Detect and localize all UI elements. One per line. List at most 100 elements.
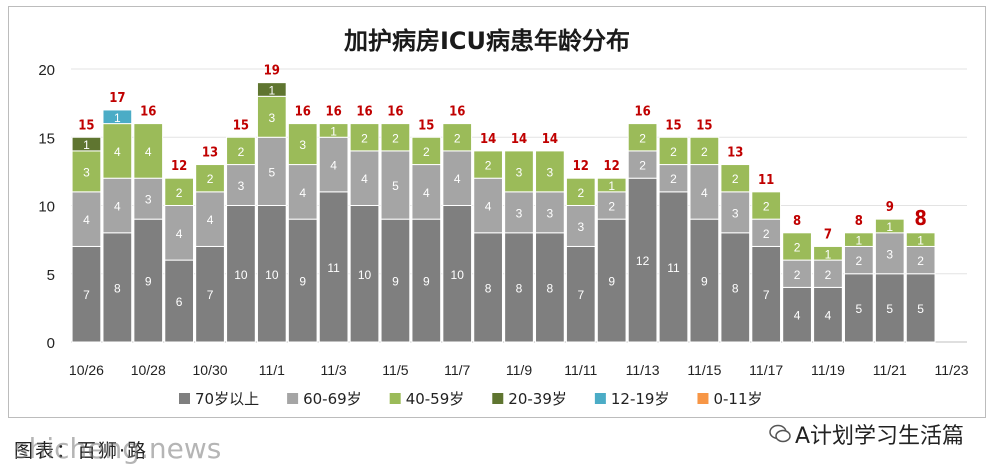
bar-segment (318, 123, 349, 138)
data-label: 11 (327, 261, 340, 275)
data-label: 4 (825, 309, 832, 323)
legend-swatch (179, 393, 190, 404)
bar-segment (874, 273, 905, 343)
y-axis-labels: 0 5 10 15 20 (38, 62, 55, 352)
bar-segment (411, 218, 442, 343)
x-tick-label: 11/1 (259, 362, 285, 378)
data-label: 6 (176, 295, 183, 309)
chart-credit: 图表：百狮·路 (14, 440, 149, 462)
total-label: 12 (604, 159, 620, 174)
bar-segment (658, 164, 689, 193)
data-label: 2 (207, 172, 214, 186)
data-label: 9 (701, 275, 708, 289)
total-label: 15 (665, 118, 681, 133)
data-label: 7 (83, 288, 90, 302)
bar-segment (380, 150, 411, 220)
total-label: 15 (696, 118, 712, 133)
total-label: 15 (233, 118, 249, 133)
data-label: 9 (392, 275, 399, 289)
bar-segment (720, 164, 751, 193)
total-label: 7 (824, 227, 832, 242)
data-label: 2 (670, 145, 677, 159)
data-label: 2 (238, 145, 245, 159)
data-label: 1 (114, 111, 121, 125)
bar-segment (813, 259, 843, 288)
legend-label: 40-59岁 (406, 390, 465, 408)
data-label: 4 (299, 186, 306, 200)
y-tick-label: 5 (47, 267, 55, 284)
x-tick-label: 11/11 (564, 362, 597, 378)
legend-label: 0-11岁 (713, 390, 762, 408)
data-label: 5 (856, 302, 863, 316)
data-label: 1 (917, 234, 924, 248)
watermark-text: shicheng.news (14, 432, 222, 465)
bar-segment (195, 164, 225, 193)
legend-swatch (492, 393, 504, 404)
data-label: 7 (763, 288, 770, 302)
bar-segment (380, 218, 411, 343)
legend-swatch (594, 393, 606, 404)
data-label: 8 (732, 281, 739, 295)
data-label: 5 (392, 179, 399, 193)
total-label: 14 (542, 132, 558, 147)
total-label: 12 (573, 159, 589, 174)
x-tick-label: 11/9 (506, 362, 532, 378)
bar-segment (504, 232, 534, 343)
legend-label: 70岁以上 (195, 390, 259, 408)
data-label: 4 (794, 309, 801, 323)
chart-frame: 加护病房ICU病患年龄分布 7 4 3 1 15 8 4 4 1 17 9 3 4 16 6 4 2 12 7 4 2 1… (8, 6, 986, 418)
total-label: 14 (511, 132, 527, 147)
bar-segment (658, 191, 689, 343)
chart-title: 加护病房ICU病患年龄分布 (344, 27, 630, 55)
data-label: 2 (670, 172, 677, 186)
x-tick-label: 10/28 (131, 362, 166, 378)
bar-segment (782, 286, 812, 343)
data-label: 3 (886, 247, 893, 261)
bar-segment (689, 136, 720, 166)
bar-segment (813, 245, 843, 261)
data-label: 4 (454, 172, 461, 186)
bar-segment (226, 205, 256, 343)
data-label: 10 (358, 268, 372, 282)
total-label: 9 (886, 200, 894, 215)
bar-segment (874, 218, 905, 234)
bar-segment (504, 191, 534, 234)
data-label: 2 (732, 172, 739, 186)
x-tick-label: 11/21 (873, 362, 907, 378)
bar-segment (782, 232, 812, 261)
data-label: 2 (794, 268, 801, 282)
bar-segment (349, 205, 380, 343)
total-label: 16 (356, 105, 372, 120)
data-label: 7 (577, 288, 584, 302)
bar-segment (442, 123, 473, 152)
total-label: 11 (758, 173, 774, 188)
data-label: 5 (268, 165, 275, 179)
data-label: 12 (636, 254, 650, 268)
data-label: 3 (238, 179, 245, 193)
x-tick-label: 11/7 (444, 362, 470, 378)
x-tick-label: 10/30 (193, 362, 228, 378)
bar-segment (164, 205, 195, 261)
y-tick-label: 15 (38, 130, 55, 147)
data-label: 10 (265, 268, 279, 282)
data-label: 4 (114, 145, 121, 159)
total-label: 8 (855, 214, 863, 229)
bar-segment (905, 232, 936, 247)
bar-segment (473, 232, 503, 343)
data-label: 2 (763, 200, 770, 214)
total-label: 19 (264, 64, 280, 79)
data-label: 2 (763, 227, 770, 241)
bar-segment (504, 150, 534, 193)
bar-segment (318, 191, 349, 343)
data-label: 2 (856, 254, 863, 268)
bar-segment (720, 232, 751, 343)
total-label: 16 (634, 105, 650, 120)
data-label: 2 (454, 131, 461, 145)
total-label: 17 (109, 91, 125, 106)
bar-segment (596, 191, 627, 220)
total-label: 13 (727, 146, 743, 161)
bar-segment (596, 177, 627, 193)
data-label: 4 (145, 145, 152, 159)
bar-segment (256, 205, 287, 343)
bar-segment (442, 150, 473, 206)
